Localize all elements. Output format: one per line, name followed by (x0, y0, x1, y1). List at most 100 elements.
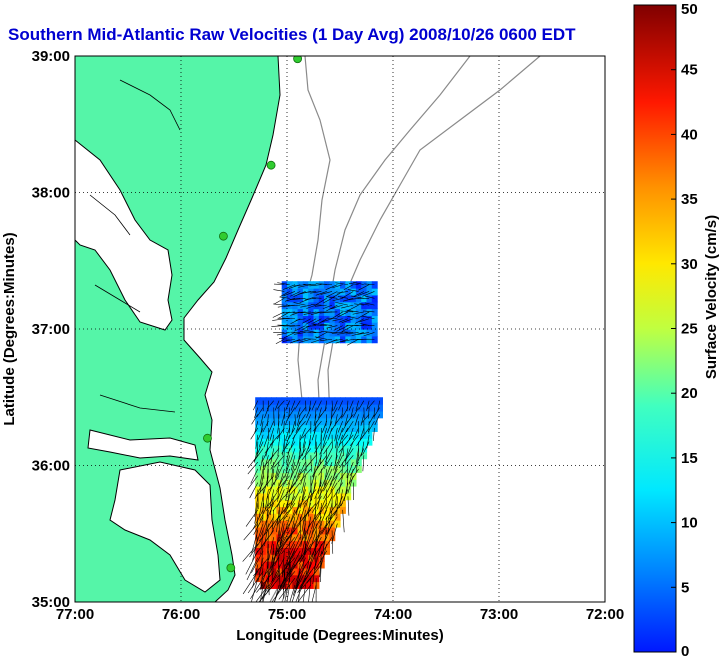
velocity-cell (324, 335, 330, 344)
velocity-vector (258, 434, 264, 448)
velocity-vector (283, 448, 285, 464)
velocity-cell (355, 404, 362, 412)
velocity-vector (290, 502, 301, 523)
velocity-cell (318, 513, 325, 521)
velocity-cell (313, 499, 320, 508)
velocity-vector (278, 427, 281, 442)
velocity-vector (317, 489, 322, 510)
colorbar-tick-label: 10 (681, 515, 698, 532)
velocity-vector (310, 338, 322, 344)
velocity-cell (313, 322, 320, 330)
velocity-cell (355, 465, 362, 473)
velocity-vector (307, 509, 322, 528)
velocity-cell (308, 404, 315, 412)
velocity-cell (324, 404, 330, 412)
velocity-cell (324, 322, 330, 330)
velocity-cell (313, 485, 320, 494)
velocity-cell (297, 492, 304, 501)
velocity-vector (278, 311, 290, 319)
velocity-cell (302, 445, 309, 453)
velocity-vector (331, 400, 334, 412)
velocity-cell (350, 308, 357, 316)
velocity-vector (294, 325, 306, 332)
velocity-cell (297, 465, 304, 473)
velocity-cell (324, 540, 330, 548)
velocity-vector (346, 310, 359, 313)
velocity-vector (302, 584, 306, 602)
velocity-cell (329, 424, 336, 432)
river-line (94, 284, 141, 313)
velocity-vector (340, 310, 354, 313)
velocity-cell (255, 479, 262, 487)
velocity-cell (308, 281, 315, 289)
velocity-vector (284, 496, 296, 513)
velocity-cell (371, 308, 378, 316)
velocity-cell (340, 315, 346, 323)
velocity-vector (278, 414, 280, 426)
velocity-cell (265, 492, 272, 501)
velocity-vector (347, 496, 350, 516)
velocity-cell (271, 465, 277, 473)
velocity-cell (345, 410, 352, 419)
velocity-vector (315, 441, 317, 456)
velocity-vector (247, 475, 259, 490)
velocity-vector (282, 338, 296, 342)
velocity-cell (265, 513, 272, 521)
velocity-cell (308, 335, 315, 344)
velocity-vector (322, 434, 328, 448)
velocity-vector (325, 516, 338, 536)
velocity-cell (308, 315, 315, 323)
velocity-vector (287, 441, 296, 454)
x-tick-labels: 77:00 76:00 75:00 74:00 73:00 72:00 (56, 606, 624, 623)
velocity-cell (355, 301, 362, 310)
chart-title: Southern Mid-Atlantic Raw Velocities (1 … (8, 25, 576, 44)
velocity-cell (334, 315, 341, 323)
velocity-vector (279, 338, 290, 340)
y-tick-label: 36:00 (32, 458, 70, 475)
velocity-cell (371, 424, 378, 432)
velocity-vector (339, 489, 343, 508)
velocity-vector (302, 427, 312, 439)
velocity-vector (300, 537, 306, 559)
velocity-cell (265, 526, 272, 535)
velocity-vector (274, 400, 280, 411)
velocity-cell (260, 547, 267, 555)
y-axis-label: Latitude (Degrees:Minutes) (1, 232, 18, 425)
velocity-cell (324, 520, 330, 528)
velocity-cell (334, 438, 341, 446)
velocity-vector (320, 427, 322, 442)
velocity-cell (255, 404, 262, 412)
velocity-vector (318, 461, 328, 476)
colorbar-tick-label: 40 (681, 126, 698, 143)
velocity-vector (305, 550, 312, 577)
velocity-vector (303, 311, 317, 315)
velocity-cell (265, 547, 272, 555)
velocity-vector (299, 338, 311, 343)
velocity-cell (297, 335, 304, 344)
velocity-vector (347, 338, 359, 346)
velocity-cell (287, 294, 293, 303)
chesapeake-bay (75, 139, 173, 331)
velocity-cell (329, 458, 336, 467)
velocity-vector (283, 291, 296, 297)
velocity-cell (345, 465, 352, 473)
velocity-cell (260, 520, 267, 528)
velocity-vector (314, 550, 328, 571)
velocity-vector (251, 414, 259, 425)
velocity-cell (292, 308, 299, 316)
velocity-cell (329, 479, 336, 487)
velocity-vector (334, 489, 338, 508)
velocity-vector (265, 509, 269, 532)
velocity-vector (352, 311, 364, 315)
velocity-cell (313, 417, 320, 426)
velocity-vector (346, 420, 354, 433)
velocity-cell (329, 520, 336, 528)
velocity-cell (324, 547, 330, 555)
velocity-cell (276, 472, 283, 480)
velocity-cell (318, 472, 325, 480)
velocity-cell (292, 554, 299, 562)
velocity-cell (366, 322, 373, 330)
velocity-cell (334, 513, 341, 521)
velocity-cell (308, 499, 315, 508)
velocity-cell (340, 417, 346, 426)
